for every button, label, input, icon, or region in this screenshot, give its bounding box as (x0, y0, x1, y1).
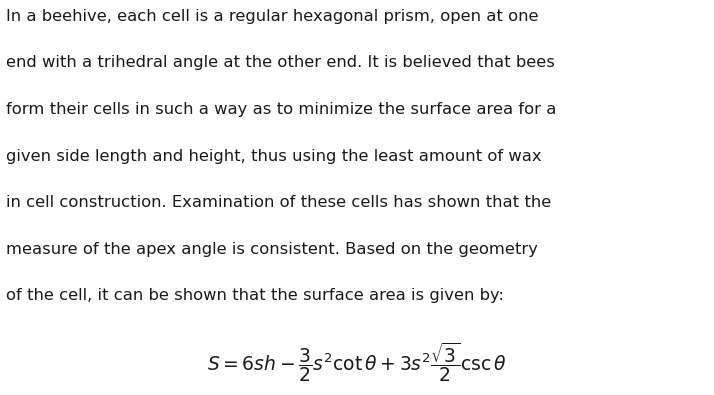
Text: given side length and height, thus using the least amount of wax: given side length and height, thus using… (6, 149, 541, 164)
Text: $S = 6sh - \dfrac{3}{2}s^2 \cot\theta + 3s^2\dfrac{\sqrt{3}}{2}\csc\theta$: $S = 6sh - \dfrac{3}{2}s^2 \cot\theta + … (207, 340, 507, 384)
Text: in cell construction. Examination of these cells has shown that the: in cell construction. Examination of the… (6, 195, 551, 210)
Text: In a beehive, each cell is a regular hexagonal prism, open at one: In a beehive, each cell is a regular hex… (6, 9, 538, 24)
Text: end with a trihedral angle at the other end. It is believed that bees: end with a trihedral angle at the other … (6, 55, 555, 70)
Text: of the cell, it can be shown that the surface area is given by:: of the cell, it can be shown that the su… (6, 288, 503, 303)
Text: form their cells in such a way as to minimize the surface area for a: form their cells in such a way as to min… (6, 102, 556, 117)
Text: measure of the apex angle is consistent. Based on the geometry: measure of the apex angle is consistent.… (6, 242, 538, 257)
